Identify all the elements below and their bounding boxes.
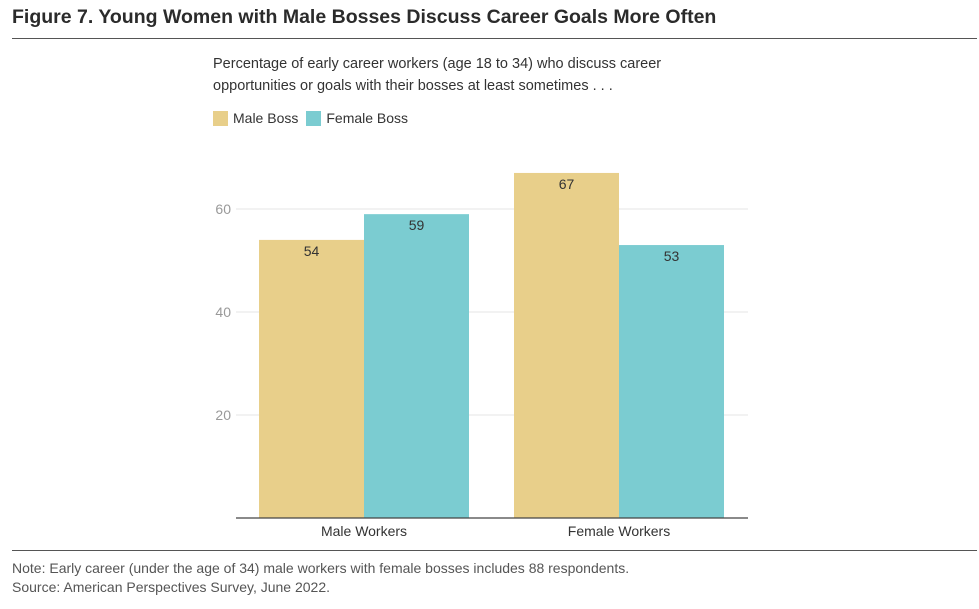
title-divider bbox=[12, 38, 977, 39]
source-text: Source: American Perspectives Survey, Ju… bbox=[12, 579, 331, 595]
legend-label-female-boss: Female Boss bbox=[326, 110, 409, 126]
data-label-male-boss-female-workers: 67 bbox=[559, 176, 575, 192]
data-label-male-boss-male-workers: 54 bbox=[304, 243, 320, 259]
bar-male-boss-male-workers bbox=[259, 239, 364, 518]
legend-swatch-female-boss bbox=[306, 110, 322, 126]
footnotes: Note: Early career (under the age of 34)… bbox=[12, 559, 629, 597]
data-label-female-boss-female-workers: 53 bbox=[664, 248, 680, 264]
note-text: Note: Early career (under the age of 34)… bbox=[12, 560, 630, 576]
figure-title: Figure 7. Young Women with Male Bosses D… bbox=[12, 6, 717, 28]
legend-swatch-male-boss bbox=[213, 110, 228, 126]
bar-male-boss-female-workers bbox=[514, 172, 619, 518]
footer-divider bbox=[12, 550, 977, 551]
bar-female-boss-female-workers bbox=[619, 245, 724, 519]
x-tick-label-female-workers: Female Workers bbox=[568, 523, 670, 539]
x-tick-label-male-workers: Male Workers bbox=[321, 523, 407, 539]
legend-item-female-boss: Female Boss bbox=[306, 110, 408, 126]
data-label-female-boss-male-workers: 59 bbox=[409, 217, 425, 233]
chart-subtitle: Percentage of early career workers (age … bbox=[213, 56, 662, 94]
legend-item-male-boss: Male Boss bbox=[213, 110, 298, 126]
y-tick-label-20: 20 bbox=[215, 407, 231, 423]
y-tick-label-40: 40 bbox=[215, 304, 231, 320]
bar-female-boss-male-workers bbox=[364, 214, 469, 518]
y-tick-label-60: 60 bbox=[215, 201, 231, 217]
legend-label-male-boss: Male Boss bbox=[233, 110, 299, 126]
chart-legend: Male Boss Female Boss bbox=[213, 110, 416, 126]
